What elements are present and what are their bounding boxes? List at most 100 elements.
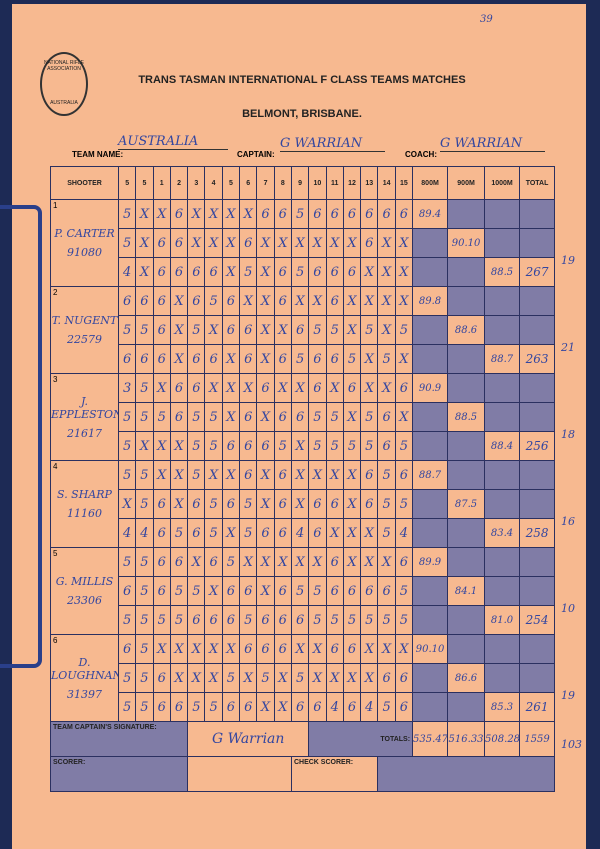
shot: X [169, 431, 189, 461]
distance-score: 88.5 [447, 402, 486, 432]
shot: 5 [377, 518, 396, 548]
team-name-label: TEAM NAME: [72, 150, 124, 159]
shot: 6 [308, 692, 327, 722]
shot: 5 [135, 547, 154, 577]
shot: 5 [117, 460, 137, 490]
shot: X [377, 257, 396, 287]
shot: 4 [117, 257, 137, 287]
shot: 6 [394, 373, 414, 403]
shot: 6 [221, 315, 241, 345]
shot: X [256, 228, 275, 258]
shot: 5 [360, 315, 379, 345]
shot: 6 [360, 489, 379, 519]
shot: X [360, 373, 379, 403]
shot: 6 [239, 402, 258, 432]
shot: 5 [135, 489, 154, 519]
margin-note: 21 [561, 340, 575, 354]
shot: 5 [169, 605, 189, 635]
shooter-total: 256 [519, 431, 556, 461]
shooter-number: 2 [53, 288, 58, 297]
shot: 5 [117, 315, 137, 345]
shot: 5 [308, 576, 327, 606]
column-header: 1 [152, 166, 171, 200]
captain: G WARRIAN [280, 136, 385, 152]
shot: 6 [169, 199, 189, 229]
margin-note: 19 [561, 688, 575, 702]
blank-cell [519, 576, 556, 606]
shot: 6 [342, 199, 362, 229]
blank-cell [484, 547, 521, 577]
column-header: TOTAL [519, 166, 556, 200]
column-header: 900M [447, 166, 486, 200]
shot: 5 [187, 692, 206, 722]
shot: 3 [117, 373, 137, 403]
shot: 5 [325, 315, 344, 345]
shot: 6 [308, 373, 327, 403]
shot: X [187, 547, 206, 577]
shot: 6 [221, 286, 241, 316]
shot: 5 [152, 605, 171, 635]
shot: 6 [117, 634, 137, 664]
blank-cell [412, 228, 449, 258]
column-header: 800M [412, 166, 449, 200]
shooter-number: 1 [53, 201, 58, 210]
shot: 6 [221, 489, 241, 519]
shot: X [187, 228, 206, 258]
shot: X [204, 576, 223, 606]
score-row: 5 G. MILLIS 23306 5 5 6 6 X 6 5 X X X X X 6 X X X 6 89.9 [50, 547, 556, 635]
blank-cell [412, 518, 449, 548]
column-header: 8 [273, 166, 292, 200]
shot: 6 [273, 286, 292, 316]
shot: 6 [187, 286, 206, 316]
shot: X [239, 199, 258, 229]
distance-score: 88.4 [484, 431, 521, 461]
shot: 6 [273, 518, 292, 548]
shot: 5 [135, 460, 154, 490]
scorer-signature [187, 756, 292, 792]
column-header: 13 [360, 166, 379, 200]
blank-cell [447, 373, 486, 403]
shooter-cell: 6 D. LOUGHNAN 31397 [50, 634, 119, 722]
shot: X [360, 547, 379, 577]
blank-cell [412, 431, 449, 461]
shot: 6 [377, 199, 396, 229]
shot: X [273, 228, 292, 258]
score-row: 4 S. SHARP 11160 5 5 X X 5 X X 6 X 6 X X X X 6 5 6 88.7 [50, 460, 556, 548]
shot: 6 [187, 257, 206, 287]
shot: 6 [377, 431, 396, 461]
coach-label: COACH: [405, 150, 437, 159]
shot: 6 [239, 576, 258, 606]
shot: X [290, 460, 310, 490]
shot: 6 [394, 547, 414, 577]
shot: X [342, 663, 362, 693]
shot: 5 [187, 460, 206, 490]
shot: 6 [221, 431, 241, 461]
shot: 6 [169, 402, 189, 432]
margin-note: 10 [561, 601, 575, 615]
blank-cell [484, 228, 521, 258]
score-row: 4 4 6 5 6 5 X 5 6 6 4 6 X X X 5 4 83.4 258 [51, 518, 556, 548]
shot: X [256, 344, 275, 374]
shot: X [290, 431, 310, 461]
shooter-total: 261 [519, 692, 556, 722]
blank-cell [412, 489, 449, 519]
shot: X [290, 228, 310, 258]
shot: 5 [187, 315, 206, 345]
shot: 5 [135, 315, 154, 345]
shot: 6 [152, 286, 171, 316]
shot: 6 [152, 576, 171, 606]
shot: X [342, 402, 362, 432]
column-header: 4 [204, 166, 223, 200]
shot: 5 [221, 547, 241, 577]
header-row: SHOOTER 5 5 1 2 3 4 5 6 7 8 9 10 11 12 13 14 15 800M 900M 10… [50, 166, 556, 200]
shooter-id: 21617 [67, 426, 102, 440]
shot: 5 [290, 663, 310, 693]
shot: X [221, 460, 241, 490]
shot: 6 [152, 518, 171, 548]
distance-score: 81.0 [484, 605, 521, 635]
shot: 6 [117, 344, 137, 374]
score-row: 2 T. NUGENT 22579 6 6 6 X 6 5 6 X X 6 X X 6 X X X X 89.8 [50, 286, 556, 374]
shot: 6 [187, 489, 206, 519]
blank-cell [519, 460, 556, 490]
shot: 6 [273, 460, 292, 490]
